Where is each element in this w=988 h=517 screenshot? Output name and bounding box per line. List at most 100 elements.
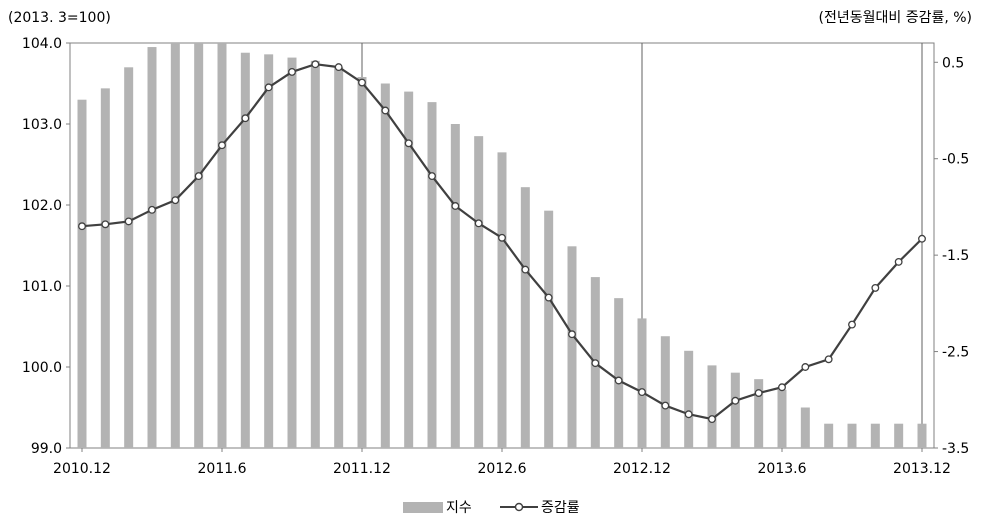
bar bbox=[497, 152, 507, 448]
left-tick-label: 101.0 bbox=[22, 279, 62, 295]
line-point bbox=[918, 234, 926, 243]
bar bbox=[404, 91, 414, 448]
line-point bbox=[638, 388, 646, 397]
line-point bbox=[288, 67, 296, 76]
line-point bbox=[451, 202, 460, 210]
bar bbox=[380, 83, 390, 448]
left-axis-unit-label: (2013. 3=100) bbox=[8, 10, 111, 26]
bar bbox=[194, 43, 204, 448]
right-tick-label: -2.5 bbox=[942, 345, 969, 361]
x-axis: 2010.12 2011.6 2011.12 2012.6 2012.12 2013.6 2… bbox=[53, 448, 951, 477]
legend-label-line: 증감률 bbox=[541, 500, 580, 516]
line-point bbox=[824, 355, 833, 364]
left-tick-label: 99.0 bbox=[31, 441, 62, 457]
legend-label-bar: 지수 bbox=[446, 500, 472, 516]
line-point bbox=[358, 78, 366, 87]
bar bbox=[240, 52, 250, 448]
line-point bbox=[148, 205, 156, 214]
bar bbox=[777, 389, 787, 448]
line-point bbox=[334, 63, 343, 72]
bar bbox=[847, 423, 857, 448]
line-point bbox=[544, 293, 553, 302]
bar bbox=[170, 43, 180, 448]
line-series-change-rate bbox=[78, 60, 926, 424]
line-point bbox=[124, 217, 133, 226]
bar bbox=[147, 47, 157, 449]
bar bbox=[287, 57, 297, 448]
x-tick-label: 2013.12 bbox=[893, 461, 951, 477]
line-point bbox=[614, 376, 623, 385]
line-point bbox=[754, 389, 763, 397]
line-point bbox=[521, 265, 530, 274]
right-axis-unit-label: (전년동월대비 증감률, %) bbox=[819, 10, 973, 26]
bar bbox=[754, 379, 764, 448]
legend-swatch-marker bbox=[514, 502, 524, 512]
bar bbox=[544, 210, 554, 448]
bar bbox=[334, 67, 344, 449]
x-tick-label: 2012.12 bbox=[613, 461, 671, 477]
x-tick-label: 2011.12 bbox=[333, 461, 391, 477]
line-point bbox=[871, 283, 880, 292]
left-y-axis: 104.0 103.0 102.0 101.0 100.0 99.0 bbox=[22, 36, 70, 457]
line-point bbox=[381, 106, 390, 115]
bar bbox=[567, 246, 577, 448]
line-point bbox=[404, 139, 413, 148]
left-tick-label: 102.0 bbox=[22, 198, 62, 214]
right-tick-label: -3.5 bbox=[942, 441, 969, 457]
bar bbox=[264, 54, 274, 449]
x-tick-label: 2011.6 bbox=[198, 461, 247, 477]
line-point bbox=[801, 363, 810, 371]
line-point bbox=[591, 359, 600, 368]
bar bbox=[684, 350, 694, 448]
line-point bbox=[684, 410, 693, 419]
bar bbox=[310, 60, 320, 448]
bar bbox=[870, 423, 880, 448]
line-point bbox=[78, 222, 86, 231]
right-y-axis: 0.5 -0.5 -1.5 -2.5 -3.5 bbox=[934, 55, 969, 457]
bar bbox=[357, 77, 367, 449]
right-tick-label: 0.5 bbox=[942, 55, 964, 71]
x-tick-label: 2010.12 bbox=[53, 461, 111, 477]
right-tick-label: -1.5 bbox=[942, 248, 969, 264]
bar bbox=[917, 423, 927, 448]
bar bbox=[427, 102, 437, 448]
line-point bbox=[428, 172, 436, 181]
line-point bbox=[731, 396, 740, 405]
bar bbox=[614, 298, 624, 448]
bar bbox=[894, 423, 904, 448]
bar bbox=[450, 124, 460, 448]
line-point bbox=[778, 383, 786, 392]
line-point bbox=[568, 330, 576, 339]
line-point bbox=[241, 114, 250, 123]
bar bbox=[824, 423, 834, 448]
line-point bbox=[708, 415, 716, 424]
bar bbox=[217, 43, 227, 449]
line-point bbox=[474, 219, 483, 228]
x-tick-label: 2013.6 bbox=[758, 461, 807, 477]
line-point bbox=[218, 141, 226, 150]
bar bbox=[707, 365, 717, 448]
bar bbox=[800, 407, 810, 448]
line-point bbox=[661, 401, 670, 410]
left-tick-label: 103.0 bbox=[22, 117, 62, 133]
bar bbox=[77, 99, 87, 448]
legend-swatch-bar bbox=[403, 502, 443, 513]
line-point bbox=[171, 196, 180, 205]
x-tick-label: 2012.6 bbox=[478, 461, 527, 477]
bar bbox=[660, 336, 670, 448]
bar bbox=[730, 372, 740, 448]
bar bbox=[474, 136, 484, 448]
bar bbox=[100, 88, 110, 449]
right-tick-label: -0.5 bbox=[942, 152, 969, 168]
line-point bbox=[311, 60, 320, 69]
left-tick-label: 104.0 bbox=[22, 36, 62, 52]
line-point bbox=[194, 172, 203, 181]
bar bbox=[124, 67, 134, 449]
line-point bbox=[101, 220, 110, 229]
line-point bbox=[894, 257, 903, 266]
left-tick-label: 100.0 bbox=[22, 360, 62, 376]
bar bbox=[520, 187, 530, 448]
line-point bbox=[264, 83, 273, 92]
legend: 지수 증감률 bbox=[403, 500, 580, 516]
